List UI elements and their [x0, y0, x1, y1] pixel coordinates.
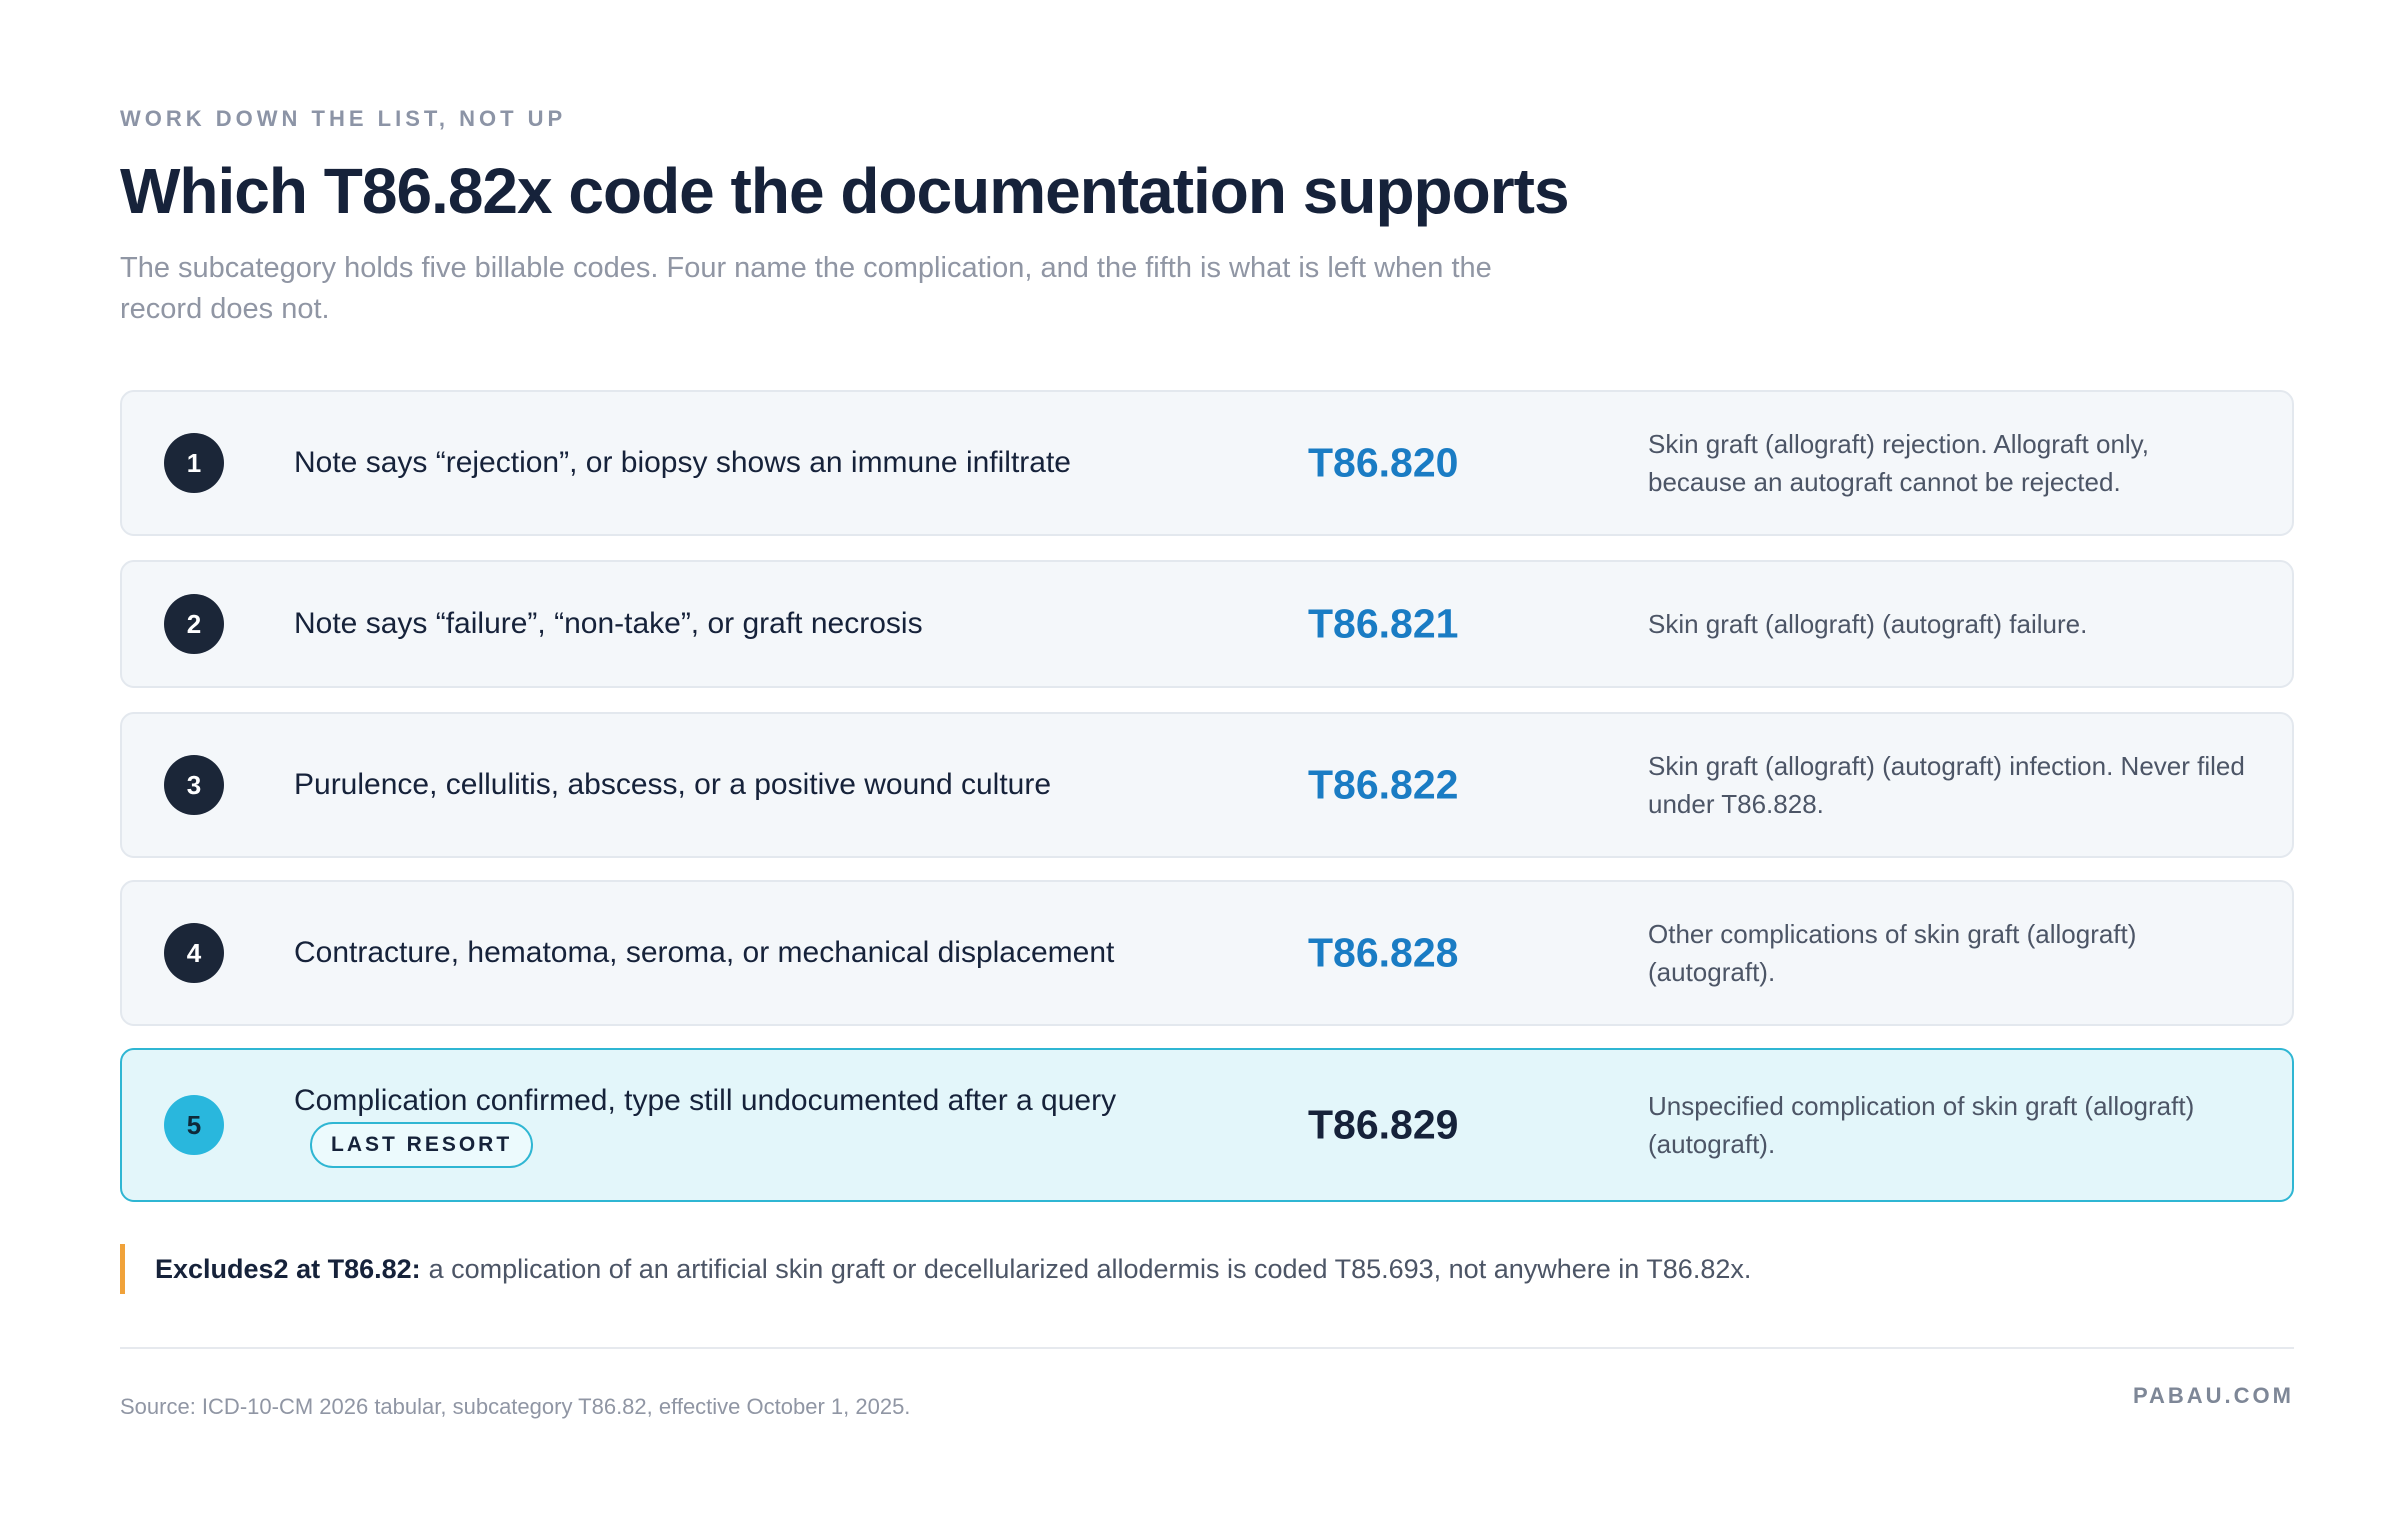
last-resort-tag: LAST RESORT — [310, 1122, 534, 1168]
icd-code: T86.820 — [1308, 439, 1459, 486]
icd-code: T86.822 — [1308, 761, 1459, 808]
condition-text: Purulence, cellulitis, abscess, or a pos… — [294, 768, 1052, 801]
footer-divider — [120, 1347, 2294, 1349]
step-number-badge: 2 — [164, 594, 224, 654]
page: WORK DOWN THE LIST, NOT UP Which T86.82x… — [120, 0, 2294, 1534]
excludes-note: Excludes2 at T86.82: a complication of a… — [120, 1244, 1751, 1294]
icd-code: T86.829 — [1308, 1101, 1459, 1148]
code-row-4: 4 Contracture, hematoma, seroma, or mech… — [120, 880, 2294, 1026]
code-row-2: 2 Note says “failure”, “non-take”, or gr… — [120, 560, 2294, 688]
icd-code: T86.821 — [1308, 600, 1459, 647]
code-description: Unspecified complication of skin graft (… — [1648, 1091, 2195, 1159]
page-subtitle: The subcategory holds five billable code… — [120, 252, 1492, 325]
excludes-note-text: a complication of an artificial skin gra… — [428, 1253, 1752, 1284]
code-row-3: 3 Purulence, cellulitis, abscess, or a p… — [120, 712, 2294, 858]
code-description: Skin graft (allograft) rejection. Allogr… — [1648, 429, 2149, 497]
page-title: Which T86.82x code the documentation sup… — [120, 155, 1570, 227]
code-row-1: 1 Note says “rejection”, or biopsy shows… — [120, 390, 2294, 536]
condition-text: Complication confirmed, type still undoc… — [294, 1084, 1117, 1117]
icd-code: T86.828 — [1308, 929, 1459, 976]
step-number-badge: 4 — [164, 923, 224, 983]
step-number-badge: 3 — [164, 755, 224, 815]
condition-text: Contracture, hematoma, seroma, or mechan… — [294, 936, 1115, 969]
brand-label: PABAU.COM — [2132, 1383, 2294, 1408]
eyebrow-label: WORK DOWN THE LIST, NOT UP — [120, 106, 567, 131]
condition-text: Note says “rejection”, or biopsy shows a… — [294, 446, 1071, 479]
code-description: Skin graft (allograft) (autograft) infec… — [1648, 751, 2245, 819]
code-row-5: 5 Complication confirmed, type still und… — [120, 1048, 2294, 1202]
step-number-badge: 5 — [164, 1095, 224, 1155]
condition-text: Note says “failure”, “non-take”, or graf… — [294, 607, 923, 640]
source-citation: Source: ICD-10-CM 2026 tabular, subcateg… — [120, 1394, 911, 1419]
code-description: Skin graft (allograft) (autograft) failu… — [1648, 609, 2088, 639]
step-number-badge: 1 — [164, 433, 224, 493]
excludes-note-label: Excludes2 at T86.82: — [155, 1253, 421, 1284]
code-description: Other complications of skin graft (allog… — [1648, 919, 2137, 987]
